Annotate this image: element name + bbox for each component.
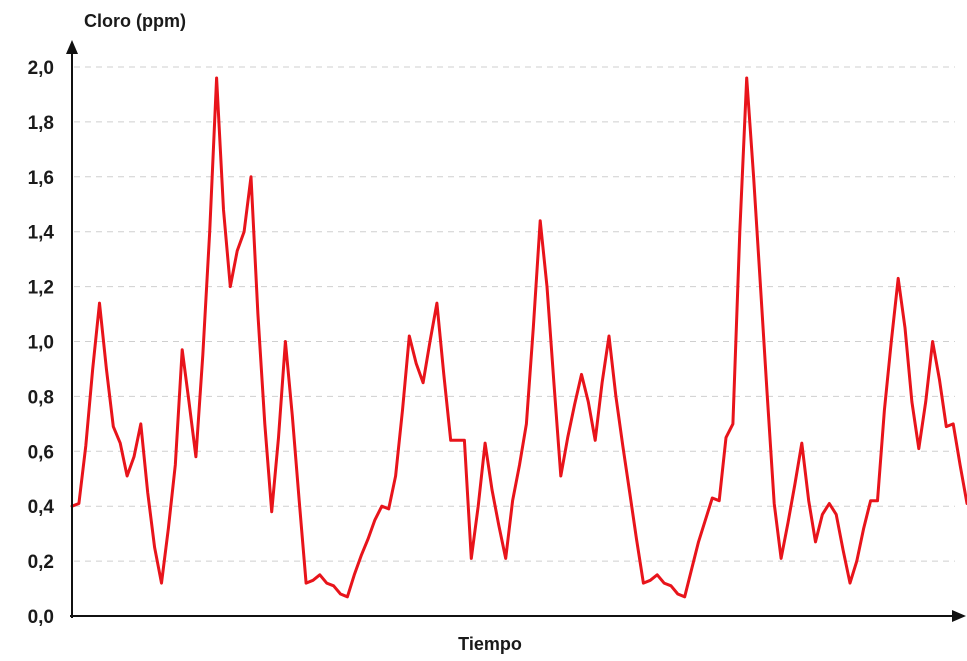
y-tick-label: 1,6 xyxy=(28,168,54,189)
grid-lines xyxy=(74,66,955,562)
x-axis-arrow-icon xyxy=(952,610,966,622)
y-axis-title: Cloro (ppm) xyxy=(84,11,186,31)
y-tick-labels: 0,0 0,2 0,4 0,6 0,8 1,0 1,2 1,4 1,6 1,8 2,0 xyxy=(28,58,55,628)
y-tick-label: 0,8 xyxy=(28,387,54,408)
axes xyxy=(66,40,966,622)
y-tick-label: 1,8 xyxy=(28,113,54,134)
y-tick-label: 0,4 xyxy=(28,497,55,518)
y-tick-label: 0,2 xyxy=(28,552,54,573)
y-axis-arrow-icon xyxy=(66,40,78,54)
y-tick-label: 2,0 xyxy=(28,58,54,79)
y-tick-label: 0,0 xyxy=(28,607,54,628)
y-tick-label: 1,4 xyxy=(28,223,55,244)
y-tick-label: 1,0 xyxy=(28,333,54,354)
x-axis-title: Tiempo xyxy=(458,634,522,654)
series-line xyxy=(70,76,967,599)
y-tick-label: 0,6 xyxy=(28,442,54,463)
series-layer xyxy=(70,76,967,599)
y-tick-label: 1,2 xyxy=(28,278,54,299)
